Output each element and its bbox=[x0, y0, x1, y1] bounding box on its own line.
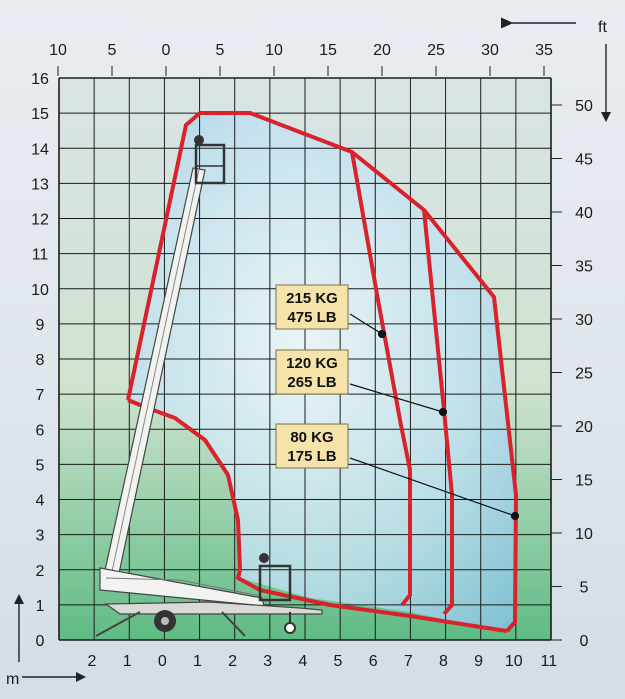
right-tick-label: 20 bbox=[575, 419, 593, 436]
bottom-tick-label: 8 bbox=[439, 653, 448, 670]
lift-machine-illustration bbox=[95, 135, 323, 637]
bottom-meter-axis: 2 1 0 1 2 3 4 5 6 7 8 9 10 11 bbox=[88, 653, 558, 670]
bottom-tick-label: 2 bbox=[88, 653, 97, 670]
right-tick-label: 25 bbox=[575, 366, 593, 383]
leader-line-80kg bbox=[349, 457, 516, 517]
bottom-tick-label: 3 bbox=[263, 653, 272, 670]
left-tick-label: 14 bbox=[31, 141, 49, 158]
left-tick-label: 10 bbox=[31, 282, 49, 299]
capacity-kg-text: 120 KG bbox=[286, 355, 338, 372]
right-tick-label: 30 bbox=[575, 312, 593, 329]
left-tick-label: 7 bbox=[36, 387, 45, 404]
bottom-tick-label: 10 bbox=[505, 653, 523, 670]
capacity-curve-215kg bbox=[350, 151, 412, 607]
bottom-tick-label: 5 bbox=[334, 653, 343, 670]
lower-basket bbox=[258, 564, 292, 602]
jockey-wheel bbox=[284, 622, 296, 634]
meter-unit-label: m bbox=[6, 671, 19, 688]
leader-dot-80kg bbox=[510, 511, 520, 521]
bottom-tick-label: 7 bbox=[404, 653, 413, 670]
top-tick-label: 30 bbox=[481, 42, 499, 59]
leader-dot-120kg bbox=[438, 407, 448, 417]
top-tick-label: 35 bbox=[535, 42, 553, 59]
right-tick-label: 15 bbox=[575, 473, 593, 490]
leader-line-120kg bbox=[349, 383, 444, 413]
left-tick-label: 1 bbox=[36, 598, 45, 615]
top-tick-label: 10 bbox=[49, 42, 67, 59]
capacity-label-80kg: 80 KG 175 LB bbox=[275, 423, 349, 469]
leader-line-215kg bbox=[349, 313, 383, 335]
left-tick-label: 15 bbox=[31, 106, 49, 123]
top-tick-label: 5 bbox=[108, 42, 117, 59]
right-tick-label: 10 bbox=[575, 526, 593, 543]
bottom-tick-label: 2 bbox=[228, 653, 237, 670]
top-tick-label: 15 bbox=[319, 42, 337, 59]
top-tick-label: 5 bbox=[216, 42, 225, 59]
left-tick-label: 4 bbox=[36, 493, 45, 510]
bottom-tick-label: 1 bbox=[123, 653, 132, 670]
upper-basket bbox=[194, 143, 226, 185]
left-tick-label: 5 bbox=[36, 457, 45, 474]
left-tick-label: 0 bbox=[36, 633, 45, 650]
top-tick-label: 0 bbox=[162, 42, 171, 59]
bottom-tick-label: 4 bbox=[298, 653, 307, 670]
bottom-tick-label: 11 bbox=[541, 653, 558, 670]
capacity-lb-text: 175 LB bbox=[287, 448, 336, 465]
left-tick-label: 9 bbox=[36, 317, 45, 334]
left-tick-label: 13 bbox=[31, 176, 49, 193]
feet-unit-label: ft bbox=[598, 19, 607, 36]
right-tick-label: 40 bbox=[575, 205, 593, 222]
left-tick-label: 8 bbox=[36, 352, 45, 369]
leader-dot-215kg bbox=[377, 329, 387, 339]
bottom-tick-label: 9 bbox=[474, 653, 483, 670]
top-tick-label: 10 bbox=[265, 42, 283, 59]
left-tick-label: 3 bbox=[36, 528, 45, 545]
top-tick-label: 25 bbox=[427, 42, 445, 59]
capacity-lb-text: 475 LB bbox=[287, 309, 336, 326]
upper-operator-icon bbox=[194, 135, 204, 145]
left-tick-label: 11 bbox=[32, 247, 49, 264]
left-tick-label: 16 bbox=[31, 71, 49, 88]
left-tick-label: 6 bbox=[36, 422, 45, 439]
top-tick-label: 20 bbox=[373, 42, 391, 59]
bottom-tick-label: 0 bbox=[158, 653, 167, 670]
right-tick-label: 0 bbox=[580, 633, 589, 650]
capacity-kg-text: 215 KG bbox=[286, 290, 338, 307]
capacity-lb-text: 265 LB bbox=[287, 374, 336, 391]
capacity-kg-text: 80 KG bbox=[290, 429, 333, 446]
bottom-tick-label: 6 bbox=[369, 653, 378, 670]
bottom-tick-label: 1 bbox=[193, 653, 202, 670]
capacity-label-120kg: 120 KG 265 LB bbox=[275, 349, 349, 395]
capacity-label-215kg: 215 KG 475 LB bbox=[275, 284, 349, 330]
top-feet-axis: 10 5 0 5 10 15 20 25 30 35 bbox=[49, 42, 553, 76]
chassis bbox=[104, 601, 323, 615]
right-tick-label: 50 bbox=[575, 98, 593, 115]
right-tick-label: 45 bbox=[575, 152, 593, 169]
capacity-curve-120kg bbox=[422, 209, 454, 616]
left-tick-label: 12 bbox=[31, 212, 49, 229]
lower-operator-icon bbox=[259, 553, 269, 563]
right-tick-label: 5 bbox=[580, 580, 589, 597]
right-tick-label: 35 bbox=[575, 259, 593, 276]
left-tick-label: 2 bbox=[36, 563, 45, 580]
